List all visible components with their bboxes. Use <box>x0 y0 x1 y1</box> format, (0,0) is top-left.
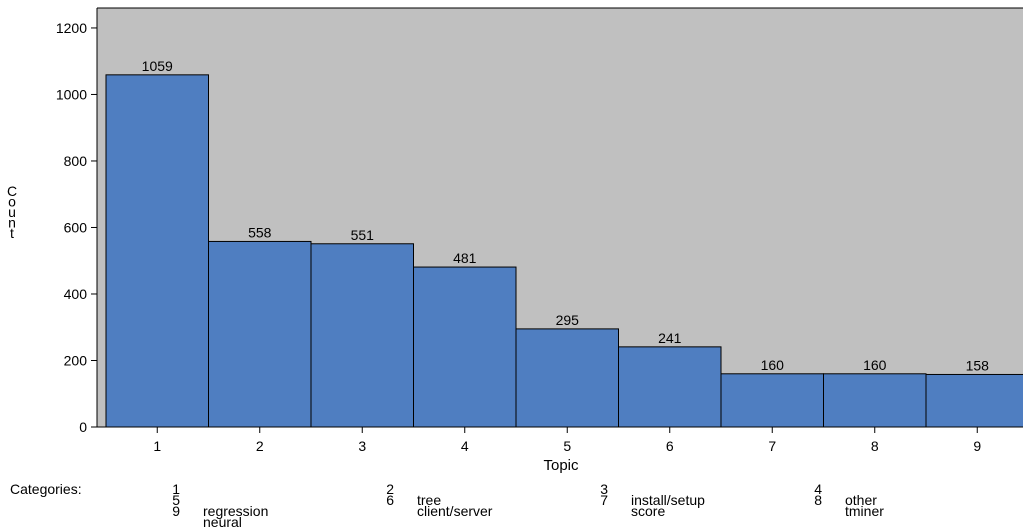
legend-item-label: neural <box>203 514 242 530</box>
y-tick-label: 800 <box>64 153 88 169</box>
legend-item-number: 2 <box>386 481 394 497</box>
x-tick-label: 1 <box>153 438 161 454</box>
legend-item-number: 1 <box>172 481 180 497</box>
bar-8 <box>823 373 927 428</box>
legend-item-number: 5 <box>172 492 180 508</box>
y-axis-label-letter: o <box>8 194 16 210</box>
x-axis-label: Topic <box>543 457 579 474</box>
legend-item-label: score <box>631 503 666 519</box>
data-label-4: 481 <box>453 250 477 266</box>
x-axis-ticks: 1 2 3 4 5 6 7 8 9 <box>153 427 981 454</box>
x-tick-label: 8 <box>871 438 879 454</box>
bar-7 <box>720 373 824 428</box>
bar-9 <box>925 373 1023 428</box>
bar-1 <box>105 74 209 428</box>
legend-item-number: 6 <box>386 492 394 508</box>
y-tick-label: 1200 <box>56 20 87 36</box>
legend-item-number: 8 <box>814 492 822 508</box>
y-tick-label: 0 <box>79 419 87 435</box>
legend-item-label: client/server <box>417 503 493 519</box>
data-label-5: 295 <box>556 312 580 328</box>
data-label-7: 160 <box>761 357 785 373</box>
legend-title: Categories: <box>10 481 82 497</box>
y-tick-label: 600 <box>64 219 88 235</box>
legend-item-number: 3 <box>600 481 608 497</box>
y-axis-label-letter: n <box>8 215 16 231</box>
legend-item-label: tree <box>417 492 442 508</box>
y-axis-label-letter: t <box>10 225 14 241</box>
legend-item-number: 7 <box>600 492 608 508</box>
x-tick-label: 4 <box>461 438 469 454</box>
data-label-3: 551 <box>351 227 375 243</box>
bar-2 <box>208 240 312 428</box>
x-tick-label: 9 <box>973 438 981 454</box>
y-axis-label-letter: u <box>8 204 16 220</box>
y-tick-label: 400 <box>64 286 88 302</box>
data-label-6: 241 <box>658 330 682 346</box>
data-label-1: 1059 <box>142 58 173 74</box>
legend-item-label: other <box>845 492 877 508</box>
legend-item-number: 9 <box>172 503 180 519</box>
x-tick-label: 2 <box>256 438 264 454</box>
bars <box>105 74 1023 428</box>
legend-item-label: regression <box>203 503 269 519</box>
bar-4 <box>413 266 517 428</box>
y-tick-label: 200 <box>64 352 88 368</box>
bar-6 <box>618 346 722 428</box>
legend-item-number: 4 <box>814 481 822 497</box>
data-label-8: 160 <box>863 357 887 373</box>
y-axis-ticks: 0 200 400 600 800 1000 1200 <box>56 20 97 435</box>
x-tick-label: 6 <box>666 438 674 454</box>
bar-3 <box>310 243 414 428</box>
legend-item-label: install/setup <box>631 492 705 508</box>
x-tick-label: 7 <box>768 438 776 454</box>
legend-item-label: tminer <box>845 503 884 519</box>
x-tick-label: 3 <box>358 438 366 454</box>
data-label-2: 558 <box>248 224 272 240</box>
data-labels: 1059 558 551 481 295 241 160 160 158 <box>142 58 989 374</box>
y-axis-label-letter: C <box>7 183 17 199</box>
x-tick-label: 5 <box>563 438 571 454</box>
legend: Categories: 1 2 tree 3 install/setup 4 other 5 r… <box>0 481 1023 530</box>
y-tick-label: 1000 <box>56 86 87 102</box>
data-label-9: 158 <box>966 357 990 373</box>
bar-5 <box>515 328 619 428</box>
